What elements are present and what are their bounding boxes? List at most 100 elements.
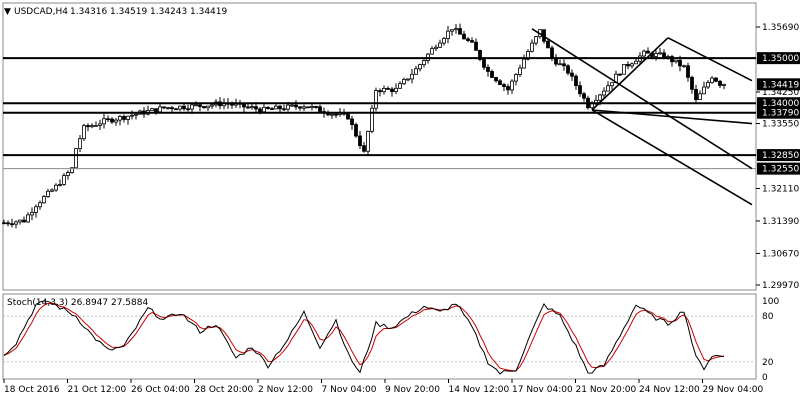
price-tick-label: 1.33550 xyxy=(762,120,799,130)
time-tick-label: 7 Nov 04:00 xyxy=(322,385,377,395)
candle-body xyxy=(634,60,638,65)
candle-body xyxy=(290,104,294,107)
candle-body xyxy=(266,106,270,109)
price-tick-label: 1.35690 xyxy=(762,23,799,33)
price-tick-label: 1.32110 xyxy=(762,184,799,194)
stoch-tick-label: 20 xyxy=(762,358,774,368)
candle-body xyxy=(190,104,194,110)
symbol-triangle-icon: ▼ xyxy=(4,7,11,17)
candle-body xyxy=(646,50,650,54)
time-tick-label: 17 Nov 04:00 xyxy=(512,385,573,395)
candle-body xyxy=(570,72,574,77)
price-tick-label: 1.30670 xyxy=(762,249,799,259)
candle-body xyxy=(510,80,514,91)
candle-body xyxy=(10,223,14,226)
candle-body xyxy=(102,118,106,125)
candle-body xyxy=(694,88,698,101)
price-tag-label: 1.34419 xyxy=(762,80,799,90)
candle-body xyxy=(582,93,586,99)
candle-body xyxy=(62,175,66,185)
candle-body xyxy=(370,107,374,132)
time-tick-label: 28 Oct 20:00 xyxy=(195,385,254,395)
candle-body xyxy=(282,108,286,111)
candle-body xyxy=(362,145,366,152)
candle-body xyxy=(430,48,434,55)
candle-body xyxy=(386,87,390,90)
candle-body xyxy=(394,87,398,93)
candle-body xyxy=(346,113,350,120)
candle-body xyxy=(398,83,402,89)
candle-body xyxy=(30,212,34,216)
candle-body xyxy=(698,93,702,101)
candle-body xyxy=(162,106,166,109)
candle-body xyxy=(118,115,122,121)
candle-body xyxy=(482,59,486,68)
candle-body xyxy=(286,104,290,110)
price-tick-label: 1.29970 xyxy=(762,281,799,291)
candle-body xyxy=(22,219,26,223)
price-tag-box xyxy=(757,78,800,91)
candle-body xyxy=(170,107,174,110)
candle-body xyxy=(402,79,406,85)
candle-body xyxy=(90,125,94,128)
time-tick-label: 18 Oct 2016 xyxy=(4,385,60,395)
candle-body xyxy=(250,106,254,109)
time-axis: 18 Oct 2016 21 Oct 12:00 26 Oct 04:00 28 Oc… xyxy=(3,379,763,395)
candle-body xyxy=(626,64,630,67)
candle-body xyxy=(662,52,666,59)
stoch-tick-label: 100 xyxy=(762,297,779,307)
candle-body xyxy=(418,64,422,70)
ohlc-low: 1.34243 xyxy=(150,7,187,17)
candle-body xyxy=(718,80,722,86)
candle-body xyxy=(58,184,62,186)
candle-body xyxy=(506,86,510,91)
candle-body xyxy=(2,222,6,225)
candle-body xyxy=(186,108,190,111)
candle-body xyxy=(610,82,614,87)
price-tag-box xyxy=(757,106,800,119)
trend-lines xyxy=(531,28,753,206)
candle-body xyxy=(106,118,110,121)
trend-line xyxy=(531,28,753,170)
price-tag-label: 1.35000 xyxy=(762,54,799,64)
candle-body xyxy=(274,105,278,110)
candle-body xyxy=(314,106,318,108)
candle-body xyxy=(642,50,646,57)
candle-body xyxy=(350,118,354,125)
symbol-label: USDCAD,H4 xyxy=(14,7,68,17)
candle-body xyxy=(574,75,578,87)
candle-body xyxy=(530,42,534,52)
candle-body xyxy=(490,71,494,78)
candle-body xyxy=(158,106,162,113)
candle-body xyxy=(606,85,610,92)
candle-body xyxy=(174,108,178,111)
candle-body xyxy=(602,90,606,96)
trend-line xyxy=(591,109,753,125)
candle-body xyxy=(86,125,90,128)
stoch-tick-label: 80 xyxy=(762,312,774,322)
candle-body xyxy=(130,114,134,117)
candle-body xyxy=(722,83,726,86)
stochastic-label: Stoch(14,3,3) 26.8947 27.5884 xyxy=(7,298,148,308)
candle-body xyxy=(210,104,214,107)
candle-body xyxy=(438,42,442,48)
candle-body xyxy=(230,103,234,106)
candle-body xyxy=(678,59,682,67)
candle-body xyxy=(390,88,394,93)
time-tick-label: 9 Nov 20:00 xyxy=(385,385,440,395)
candle-body xyxy=(410,73,414,80)
candle-body xyxy=(658,52,662,55)
candle-body xyxy=(514,74,518,82)
price-tag-label: 1.32850 xyxy=(762,151,799,161)
stochastic-series xyxy=(3,300,725,375)
candle-body xyxy=(38,202,42,208)
candle-body xyxy=(654,53,658,57)
candle-body xyxy=(534,36,538,44)
candle-body xyxy=(110,118,114,123)
candle-body xyxy=(334,113,338,116)
ohlc-high: 1.34519 xyxy=(110,7,147,17)
price-tag-box xyxy=(757,149,800,162)
candle-body xyxy=(498,80,502,85)
time-tick-label: 21 Nov 20:00 xyxy=(576,385,637,395)
